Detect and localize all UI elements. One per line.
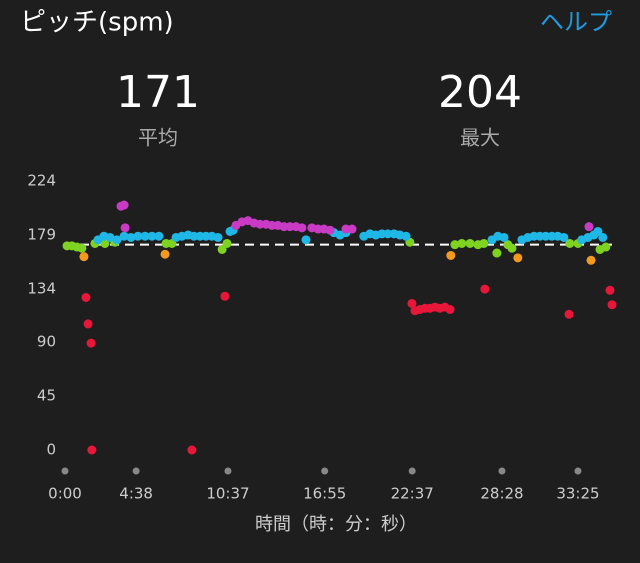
- data-point: [492, 248, 502, 258]
- x-tick-mark: [224, 467, 232, 475]
- data-point: [450, 240, 460, 250]
- data-point: [325, 225, 335, 235]
- data-point: [126, 232, 136, 242]
- x-tick-mark: [61, 467, 69, 475]
- data-point: [105, 232, 115, 242]
- x-tick-mark: [498, 467, 506, 475]
- data-point: [79, 252, 89, 262]
- data-point: [605, 285, 615, 295]
- data-point: [77, 243, 87, 253]
- data-point: [154, 231, 164, 241]
- y-tick-label: 0: [46, 441, 56, 459]
- data-point: [601, 242, 611, 252]
- data-point: [347, 224, 357, 234]
- y-tick-label: 45: [37, 386, 56, 404]
- data-point: [81, 292, 91, 302]
- x-tick-label: 0:00: [48, 485, 82, 503]
- data-point: [133, 231, 143, 241]
- x-tick-mark: [408, 467, 416, 475]
- data-point: [86, 338, 96, 348]
- data-point: [465, 238, 475, 248]
- data-point: [445, 304, 455, 314]
- data-point: [147, 231, 157, 241]
- data-point: [457, 238, 467, 248]
- data-point: [83, 319, 93, 329]
- x-tick-label: 22:37: [391, 485, 434, 503]
- data-point: [119, 200, 129, 210]
- data-point: [222, 238, 232, 248]
- data-point: [593, 226, 603, 236]
- data-point: [586, 255, 596, 265]
- data-point: [584, 222, 594, 232]
- data-point: [160, 249, 170, 259]
- x-tick-label: 33:25: [556, 485, 599, 503]
- data-point: [564, 309, 574, 319]
- y-tick-label: 179: [27, 226, 56, 244]
- data-point: [565, 238, 575, 248]
- data-point: [187, 445, 197, 455]
- data-point: [217, 244, 227, 254]
- data-point: [446, 250, 456, 260]
- data-point: [513, 253, 523, 263]
- data-point: [213, 232, 223, 242]
- stat-label: 平均: [138, 126, 178, 150]
- data-point: [559, 232, 569, 242]
- x-tick-mark: [132, 467, 140, 475]
- stat-value: 204: [438, 67, 522, 118]
- y-tick-label: 224: [27, 172, 56, 190]
- stat-value: 171: [116, 67, 200, 118]
- data-point: [401, 231, 411, 241]
- data-point: [100, 238, 110, 248]
- x-axis-title: 時間（時：分：秒）: [255, 514, 417, 535]
- data-point: [112, 235, 122, 245]
- data-point: [407, 298, 417, 308]
- data-point: [87, 445, 97, 455]
- x-tick-mark: [574, 467, 582, 475]
- y-tick-label: 90: [37, 332, 56, 350]
- data-point: [607, 300, 617, 310]
- help-link[interactable]: ヘルプ: [540, 8, 612, 36]
- x-tick-label: 28:28: [480, 485, 523, 503]
- data-point: [301, 235, 311, 245]
- data-point: [220, 291, 230, 301]
- data-point: [479, 238, 489, 248]
- x-tick-label: 4:38: [119, 485, 153, 503]
- y-tick-label: 134: [27, 280, 56, 298]
- x-tick-label: 10:37: [206, 485, 249, 503]
- data-point: [297, 223, 307, 233]
- x-tick-label: 16:55: [303, 485, 346, 503]
- data-point: [119, 231, 129, 241]
- data-point: [499, 232, 509, 242]
- data-point: [140, 231, 150, 241]
- data-point: [598, 232, 608, 242]
- data-point: [120, 223, 130, 233]
- title: ピッチ(spm): [20, 8, 174, 38]
- x-tick-mark: [321, 467, 329, 475]
- stat-label: 最大: [460, 126, 500, 150]
- data-point: [507, 243, 517, 253]
- data-point: [480, 284, 490, 294]
